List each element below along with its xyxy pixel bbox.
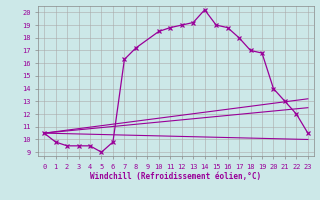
- X-axis label: Windchill (Refroidissement éolien,°C): Windchill (Refroidissement éolien,°C): [91, 172, 261, 181]
